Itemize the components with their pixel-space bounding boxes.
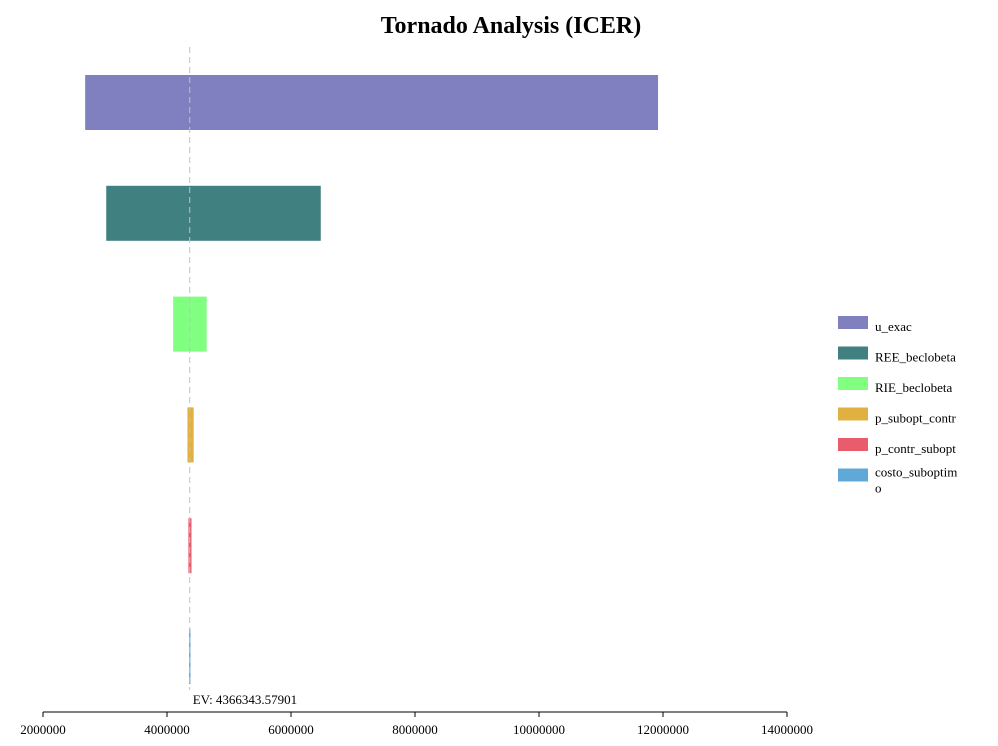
legend-label-5-1: o <box>875 481 882 496</box>
bar-p_contr_subopt <box>188 518 192 574</box>
bars-group <box>85 75 659 684</box>
legend-swatch-2 <box>838 377 868 390</box>
legend-label-0: u_exac <box>875 319 912 334</box>
bar-p_subopt_contr <box>187 407 194 463</box>
legend-label-4: p_contr_subopt <box>875 441 956 456</box>
x-tick-label-2000000: 2000000 <box>20 722 66 737</box>
legend-label-2: RIE_beclobeta <box>875 380 952 395</box>
chart-title: Tornado Analysis (ICER) <box>381 13 642 39</box>
bar-u_exac <box>85 75 659 130</box>
legend-label-3: p_subopt_contr <box>875 411 957 426</box>
legend-swatch-5 <box>838 468 868 482</box>
ev-group: EV: 4366343.57901 <box>189 47 297 707</box>
legend: u_exac REE_beclobeta RIE_beclobeta p_subopt… <box>838 316 957 496</box>
bar-REE_beclobeta <box>106 185 321 241</box>
bar-RIE_beclobeta <box>173 296 207 352</box>
legend-label-5: costo_suboptim <box>875 465 957 480</box>
x-tick-label-4000000: 4000000 <box>144 722 190 737</box>
legend-swatch-3 <box>838 407 868 421</box>
ev-label: EV: 4366343.57901 <box>193 692 297 707</box>
x-tick-label-6000000: 6000000 <box>268 722 314 737</box>
legend-label-1: REE_beclobeta <box>875 350 956 365</box>
x-tick-label-10000000: 10000000 <box>513 722 565 737</box>
bar-costo_suboptimo <box>189 629 191 684</box>
legend-swatch-1 <box>838 346 868 360</box>
x-tick-label-8000000: 8000000 <box>392 722 438 737</box>
legend-swatch-4 <box>838 438 868 451</box>
x-tick-label-14000000: 14000000 <box>761 722 813 737</box>
legend-swatch-0 <box>838 316 868 329</box>
x-axis: 2000000 4000000 6000000 8000000 10000000 1200… <box>20 711 813 737</box>
x-tick-label-12000000: 12000000 <box>637 722 689 737</box>
